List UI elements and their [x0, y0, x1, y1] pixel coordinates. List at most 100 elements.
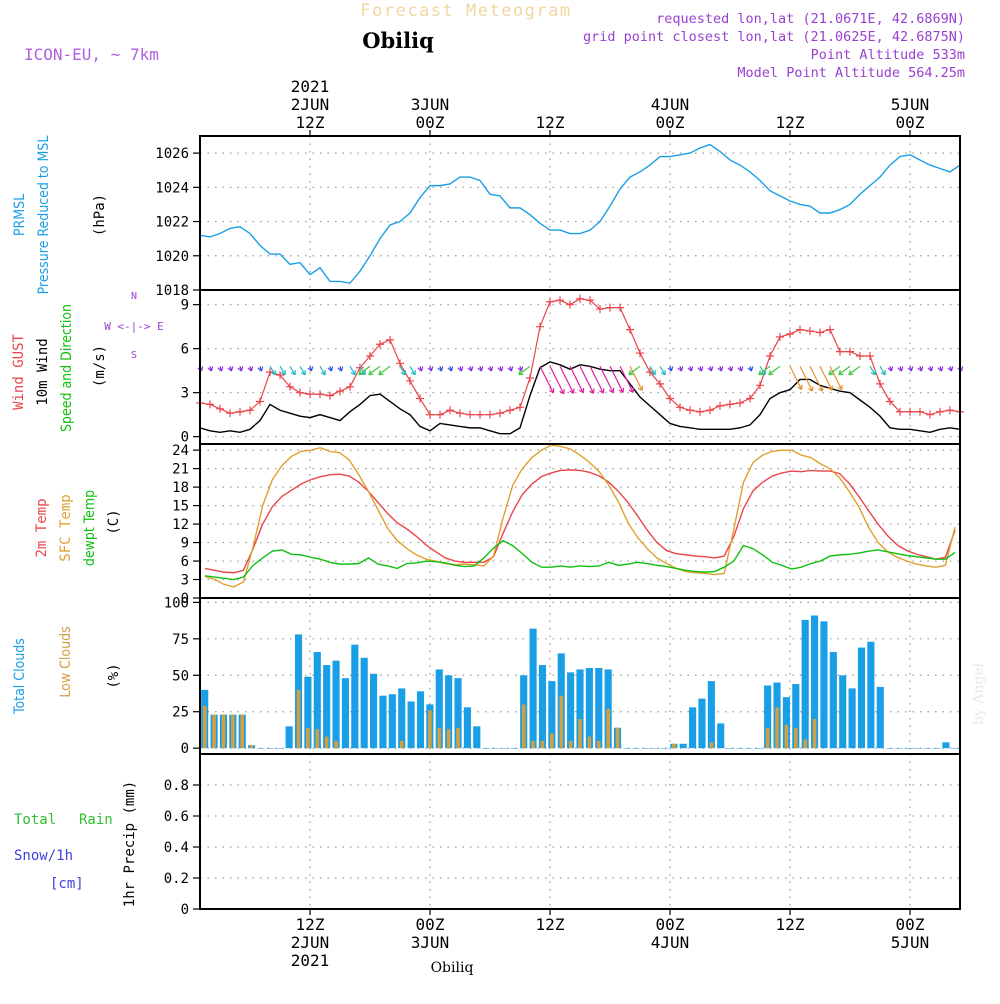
wind-gust-marker: [856, 352, 864, 360]
bottom-axis-label: 4JUN: [651, 933, 690, 952]
wind-direction-arrow: [609, 365, 625, 393]
wind-gust-marker: [316, 390, 324, 399]
wind-direction-arrow: [758, 365, 771, 376]
clouds-ytick-label: 100: [164, 595, 189, 611]
cloud-label-low: Low Clouds: [58, 626, 74, 697]
low-cloud-bar: [578, 719, 582, 749]
cloud-labels: Total Clouds Low Clouds (%): [12, 626, 122, 715]
wind-gust-marker: [826, 325, 834, 334]
total-cloud-bar: [764, 685, 772, 749]
low-cloud-bar: [315, 729, 320, 749]
wind-direction-arrow: [507, 366, 514, 372]
wind-gust-marker: [776, 332, 784, 341]
total-cloud-bar: [576, 669, 584, 749]
info-line-model-alt: Model Point Altitude 564.25m: [737, 65, 965, 81]
wind-direction-arrow: [539, 365, 555, 394]
top-axis-label: 12Z: [776, 113, 805, 132]
wind-gust-marker: [886, 397, 894, 406]
bottom-caption: Obiliq: [431, 960, 474, 976]
pressure-labels: PRMSL Pressure Reduced to MSL (hPa): [12, 136, 108, 295]
bottom-axis-label: 00Z: [896, 915, 925, 934]
wind-gust-marker: [266, 368, 274, 377]
wind-direction-arrow: [907, 366, 914, 372]
wind-gust-marker: [346, 382, 354, 391]
pressure-ytick-label: 1022: [155, 215, 189, 231]
temp-ytick-label: 12: [172, 517, 189, 533]
wind-gust-marker: [246, 406, 254, 415]
precip-ytick-label: 0.4: [164, 840, 189, 856]
wind-direction-arrow: [437, 366, 444, 372]
low-cloud-bar: [596, 740, 601, 749]
wind-gust-marker: [716, 401, 724, 410]
wind-gust-marker: [376, 340, 384, 349]
wind-dir-label-s: S: [131, 350, 137, 361]
wind-direction-arrow: [269, 365, 276, 376]
wind-label-speed-dir: Speed and Direction: [59, 304, 75, 432]
wind-gust-marker: [536, 322, 544, 331]
low-cloud-bar: [709, 742, 714, 749]
total-cloud-bar: [623, 748, 631, 749]
clouds-ytick-label: 25: [172, 705, 189, 721]
top-axis-label: 4JUN: [651, 95, 690, 114]
wind-direction-arrow: [677, 366, 684, 372]
low-cloud-bar: [231, 714, 235, 749]
wind-ytick-label: 0: [181, 430, 189, 446]
wind-direction-arrow: [217, 366, 224, 372]
low-cloud-bar: [765, 727, 770, 749]
wind-gust-marker: [786, 330, 794, 338]
total-cloud-bar: [801, 619, 809, 749]
wind-direction-arrow: [457, 366, 464, 372]
wind-direction-arrow: [628, 365, 641, 376]
pressure-ytick-label: 1018: [155, 283, 189, 299]
total-cloud-bar: [782, 697, 790, 749]
wind-direction-arrow: [477, 366, 484, 372]
wind-direction-arrow: [427, 366, 434, 372]
total-cloud-bar: [510, 748, 518, 749]
low-cloud-bar: [324, 736, 329, 749]
precip-label-cm: [cm]: [50, 876, 84, 892]
total-cloud-bar: [951, 748, 959, 749]
wind-gust-marker: [336, 387, 344, 396]
pressure-line: [199, 143, 961, 284]
precip-ytick-label: 0.6: [164, 809, 189, 825]
wind-gust-marker: [916, 407, 924, 416]
total-cloud-bar: [313, 651, 321, 749]
total-cloud-bar: [548, 681, 556, 749]
total-cloud-bar: [857, 647, 866, 749]
total-cloud-bar: [538, 665, 547, 749]
temp-ytick-label: 18: [172, 480, 189, 496]
low-cloud-bar: [540, 740, 545, 749]
total-cloud-bar: [285, 726, 293, 749]
wind-speed-line: [199, 361, 961, 435]
info-line-grid: grid point closest lon,lat (21.0625E, 42…: [583, 29, 965, 45]
wind-direction-arrow: [747, 366, 754, 372]
wind-direction-arrow: [227, 366, 234, 372]
total-cloud-bar: [867, 641, 875, 749]
total-cloud-bar: [839, 675, 847, 749]
pressure-ytick-label: 1024: [155, 180, 189, 196]
top-axis-label: 12Z: [296, 113, 325, 132]
bottom-axis-label: 5JUN: [891, 933, 930, 952]
wind-direction-arrow: [927, 366, 934, 372]
wind-direction-arrow: [518, 365, 531, 376]
wind-label-10m: 10m Wind: [35, 338, 51, 405]
top-axis-label: 5JUN: [891, 95, 930, 114]
precip-label-total: Total: [14, 812, 56, 828]
wind-direction-arrow: [487, 366, 494, 372]
temp-labels: 2m Temp SFC Temp dewpt Temp (C): [34, 490, 122, 566]
wind-direction-arrow: [599, 365, 615, 394]
temp-panel: 0 3 6 9 12 15 18 21 24: [172, 443, 961, 607]
wind-gust-marker: [416, 394, 424, 403]
total-cloud-bar: [323, 665, 331, 749]
wind-gust-marker: [216, 404, 224, 413]
wind-ytick-label: 9: [181, 298, 189, 314]
wind-gust-marker: [366, 352, 374, 360]
wind-gust-marker: [406, 376, 414, 385]
wind-gust-marker: [796, 325, 804, 334]
precip-ytick-label: 0.8: [164, 778, 189, 794]
low-cloud-bar: [249, 745, 254, 749]
low-cloud-bar: [446, 729, 451, 749]
wind-gust-marker: [386, 335, 394, 344]
